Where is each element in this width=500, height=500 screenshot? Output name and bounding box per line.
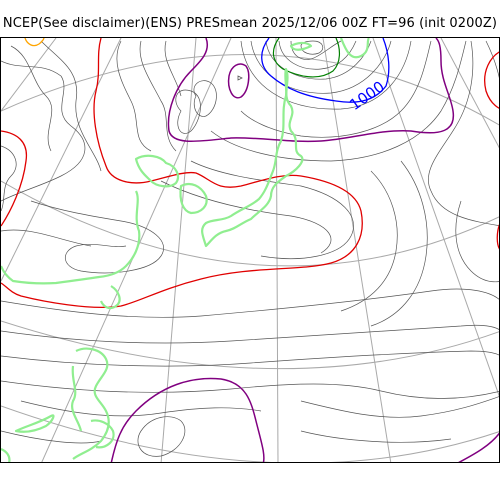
red-isobars	[1, 38, 499, 309]
map-canvas: 1000	[1, 38, 499, 462]
low-marker-icon	[237, 75, 243, 81]
parallel-line	[1, 180, 499, 267]
parallel-line	[1, 405, 499, 462]
coastlines	[1, 38, 370, 462]
parallel-line	[1, 320, 499, 370]
parallel-line	[1, 54, 499, 126]
meridian-line	[372, 38, 499, 397]
green-isobars	[272, 38, 340, 78]
purple-isobars	[110, 38, 499, 462]
meridian-line	[1, 38, 57, 112]
pressure-map: 1000	[0, 37, 500, 463]
chart-title: NCEP(See disclaimer)(ENS) PRESmean 2025/…	[2, 16, 498, 31]
meridian-line	[1, 38, 122, 282]
contour-label-1000: 1000	[346, 77, 388, 114]
meridian-line	[275, 38, 279, 462]
graticule	[1, 38, 499, 462]
blue-isobars	[261, 38, 390, 103]
meridian-line	[440, 38, 499, 149]
meridian-line	[160, 38, 197, 462]
orange-isobars	[24, 38, 45, 47]
isobars	[1, 40, 499, 457]
